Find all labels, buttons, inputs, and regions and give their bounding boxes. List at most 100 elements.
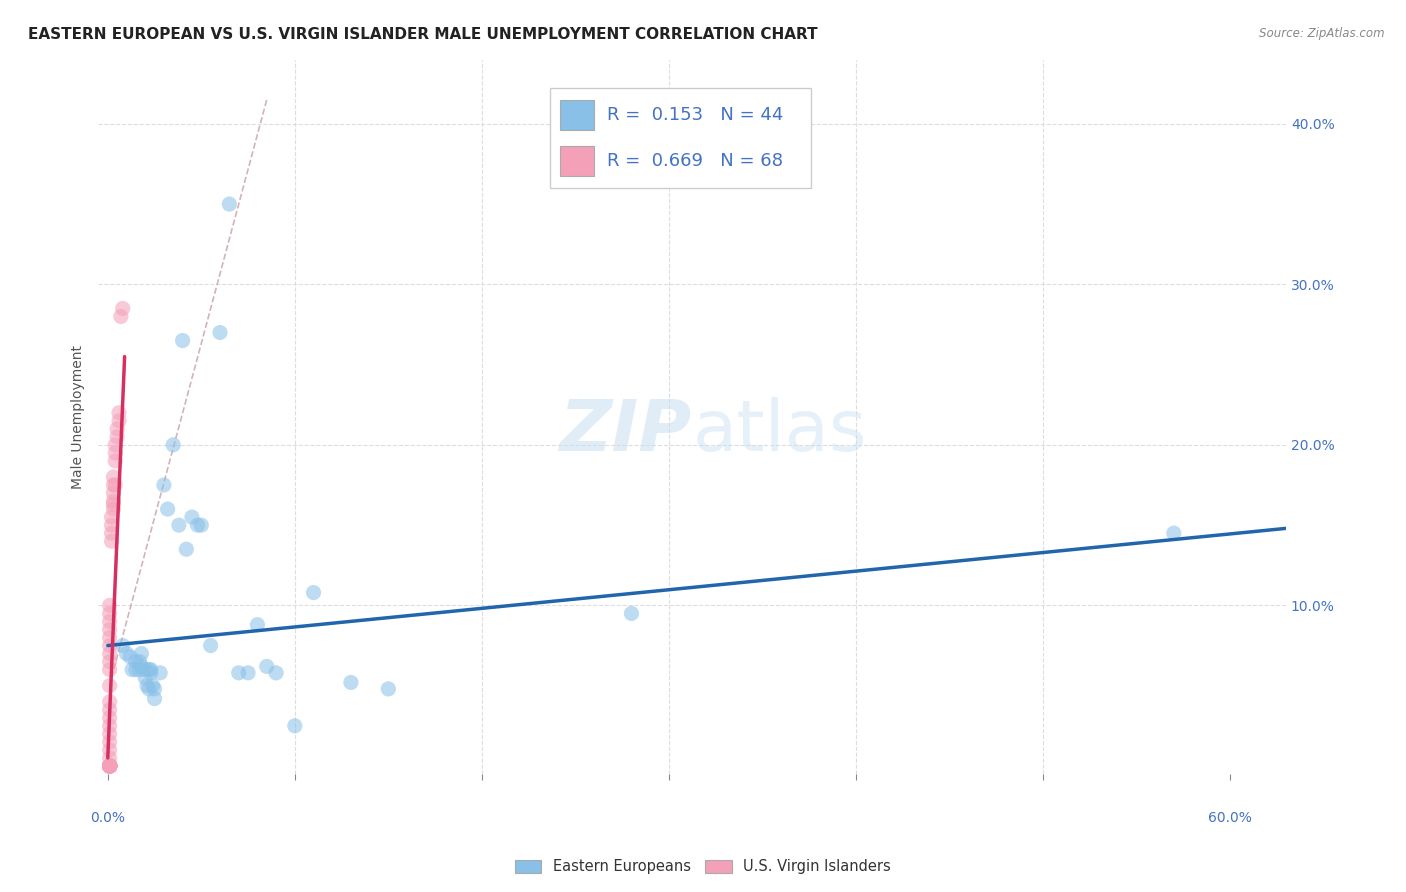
Point — [100, 534, 122, 549]
Point — [98, 759, 121, 773]
Point — [98, 759, 121, 773]
Point — [176, 542, 198, 557]
Point — [128, 655, 150, 669]
Text: ZIP: ZIP — [560, 397, 692, 466]
Point — [121, 663, 143, 677]
Point — [125, 663, 148, 677]
Point — [103, 478, 125, 492]
Point — [108, 414, 131, 428]
Point — [139, 663, 162, 677]
Point — [98, 759, 121, 773]
Point — [100, 518, 122, 533]
Point — [139, 665, 162, 680]
Point — [100, 510, 122, 524]
Point — [167, 518, 190, 533]
Point — [98, 599, 121, 613]
Point — [181, 510, 204, 524]
Point — [138, 663, 160, 677]
Point — [98, 695, 121, 709]
Point — [256, 659, 278, 673]
Point — [264, 665, 287, 680]
Point — [149, 665, 172, 680]
Point — [98, 655, 121, 669]
Text: atlas: atlas — [692, 397, 866, 466]
Point — [98, 759, 121, 773]
Point — [98, 607, 121, 621]
Point — [103, 497, 125, 511]
Point — [187, 518, 209, 533]
Point — [98, 759, 121, 773]
Point — [236, 665, 259, 680]
Point — [98, 647, 121, 661]
Point — [246, 617, 269, 632]
Point — [98, 759, 121, 773]
Point — [98, 623, 121, 637]
Point — [98, 759, 121, 773]
Point — [111, 639, 134, 653]
Point — [156, 502, 179, 516]
Point — [98, 759, 121, 773]
Point — [98, 719, 121, 733]
Point — [125, 655, 148, 669]
Point — [104, 438, 127, 452]
Point — [98, 703, 121, 717]
Text: 0.0%: 0.0% — [90, 811, 125, 825]
Point — [98, 615, 121, 629]
Point — [208, 326, 231, 340]
Point — [98, 663, 121, 677]
Point — [103, 502, 125, 516]
Point — [98, 759, 121, 773]
Point — [228, 665, 250, 680]
Point — [98, 759, 121, 773]
Point — [98, 759, 121, 773]
Point — [98, 759, 121, 773]
Point — [162, 438, 184, 452]
Point — [98, 727, 121, 741]
Point — [98, 639, 121, 653]
Point — [104, 446, 127, 460]
Point — [98, 759, 121, 773]
Point — [98, 759, 121, 773]
Point — [377, 681, 399, 696]
Text: Source: ZipAtlas.com: Source: ZipAtlas.com — [1260, 27, 1385, 40]
Point — [128, 663, 150, 677]
Point — [302, 585, 325, 599]
Point — [136, 679, 159, 693]
Point — [104, 454, 127, 468]
Point — [103, 470, 125, 484]
Point — [98, 631, 121, 645]
Point — [100, 526, 122, 541]
Point — [111, 301, 134, 316]
Point — [98, 759, 121, 773]
Point — [98, 759, 121, 773]
Y-axis label: Male Unemployment: Male Unemployment — [72, 345, 86, 489]
Text: EASTERN EUROPEAN VS U.S. VIRGIN ISLANDER MALE UNEMPLOYMENT CORRELATION CHART: EASTERN EUROPEAN VS U.S. VIRGIN ISLANDER… — [28, 27, 818, 42]
Point — [98, 759, 121, 773]
Point — [120, 649, 142, 664]
Point — [98, 759, 121, 773]
Point — [104, 478, 127, 492]
Point — [98, 759, 121, 773]
Point — [98, 759, 121, 773]
Legend: Eastern Europeans, U.S. Virgin Islanders: Eastern Europeans, U.S. Virgin Islanders — [509, 854, 897, 880]
Point — [98, 759, 121, 773]
Point — [98, 759, 121, 773]
Point — [134, 663, 156, 677]
Point — [98, 759, 121, 773]
Point — [218, 197, 240, 211]
Point — [98, 759, 121, 773]
Point — [98, 751, 121, 765]
Point — [131, 647, 153, 661]
Point — [190, 518, 212, 533]
Point — [142, 679, 165, 693]
Point — [172, 334, 194, 348]
Point — [98, 735, 121, 749]
Point — [98, 759, 121, 773]
Point — [98, 711, 121, 725]
Point — [284, 719, 307, 733]
Point — [103, 494, 125, 508]
Point — [98, 759, 121, 773]
Point — [98, 759, 121, 773]
Point — [134, 671, 156, 685]
Point — [110, 310, 132, 324]
